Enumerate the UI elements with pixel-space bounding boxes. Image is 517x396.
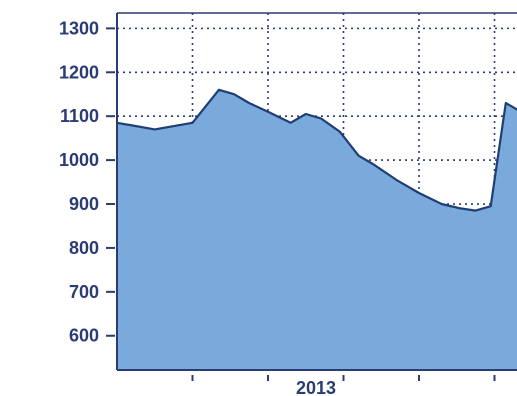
x-axis-label: 2013 xyxy=(296,378,336,396)
y-tick-label-1200: 1200 xyxy=(59,62,99,82)
y-axis-ticks: 600 700 800 900 1000 1100 1200 1300 xyxy=(59,18,115,346)
y-tick-label-1300: 1300 xyxy=(59,18,99,38)
y-tick-label-1100: 1100 xyxy=(60,106,99,126)
y-tick-label-700: 700 xyxy=(69,282,99,302)
y-tick-label-900: 900 xyxy=(69,194,99,214)
y-tick-label-800: 800 xyxy=(69,238,99,258)
area-series-line xyxy=(116,88,517,212)
axes xyxy=(116,12,517,371)
y-tick-label-1000: 1000 xyxy=(59,150,99,170)
x-axis-ticks xyxy=(191,375,496,381)
y-tick-label-600: 600 xyxy=(69,326,99,346)
area-series-fill xyxy=(117,89,517,370)
